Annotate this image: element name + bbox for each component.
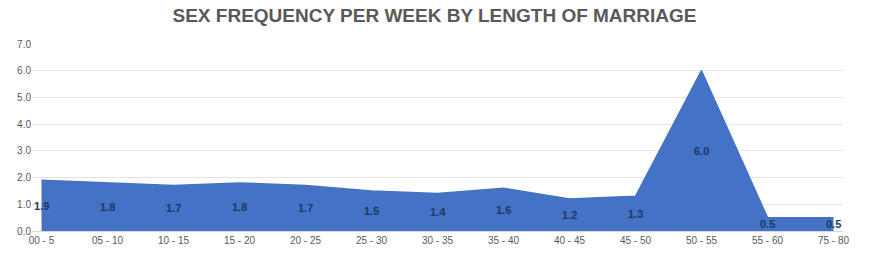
- svg-text:1.5: 1.5: [364, 205, 379, 217]
- svg-text:75 - 80: 75 - 80: [818, 235, 850, 246]
- svg-text:25 - 30: 25 - 30: [356, 235, 388, 246]
- svg-text:1.9: 1.9: [34, 200, 49, 212]
- svg-text:7.0: 7.0: [17, 39, 31, 50]
- svg-text:1.6: 1.6: [496, 204, 511, 216]
- svg-text:1.0: 1.0: [17, 199, 31, 210]
- svg-text:10 - 15: 10 - 15: [158, 235, 190, 246]
- svg-text:0.5: 0.5: [760, 218, 775, 230]
- svg-text:1.7: 1.7: [298, 202, 313, 214]
- svg-text:0.5: 0.5: [826, 218, 841, 230]
- svg-text:1.8: 1.8: [232, 201, 247, 213]
- svg-text:SEX FREQUENCY PER WEEK BY LENG: SEX FREQUENCY PER WEEK BY LENGTH OF MARR…: [173, 5, 697, 26]
- svg-text:50 - 55: 50 - 55: [686, 235, 718, 246]
- svg-text:1.8: 1.8: [100, 201, 115, 213]
- svg-text:2.0: 2.0: [17, 172, 31, 183]
- svg-text:1.7: 1.7: [166, 202, 181, 214]
- svg-text:1.3: 1.3: [628, 208, 643, 220]
- svg-text:1.2: 1.2: [562, 209, 577, 221]
- svg-text:40 - 45: 40 - 45: [554, 235, 586, 246]
- svg-text:4.0: 4.0: [17, 119, 31, 130]
- svg-text:55 - 60: 55 - 60: [752, 235, 784, 246]
- svg-text:5.0: 5.0: [17, 92, 31, 103]
- svg-text:05 - 10: 05 - 10: [92, 235, 124, 246]
- svg-text:00 - 5: 00 - 5: [29, 235, 55, 246]
- svg-text:0.0: 0.0: [17, 226, 31, 237]
- svg-text:45 - 50: 45 - 50: [620, 235, 652, 246]
- svg-text:3.0: 3.0: [17, 145, 31, 156]
- svg-text:6.0: 6.0: [17, 65, 31, 76]
- svg-text:20 - 25: 20 - 25: [290, 235, 322, 246]
- svg-text:1.4: 1.4: [430, 206, 446, 218]
- svg-text:6.0: 6.0: [694, 145, 709, 157]
- svg-text:15 - 20: 15 - 20: [224, 235, 256, 246]
- svg-text:30 - 35: 30 - 35: [422, 235, 454, 246]
- svg-text:35 - 40: 35 - 40: [488, 235, 520, 246]
